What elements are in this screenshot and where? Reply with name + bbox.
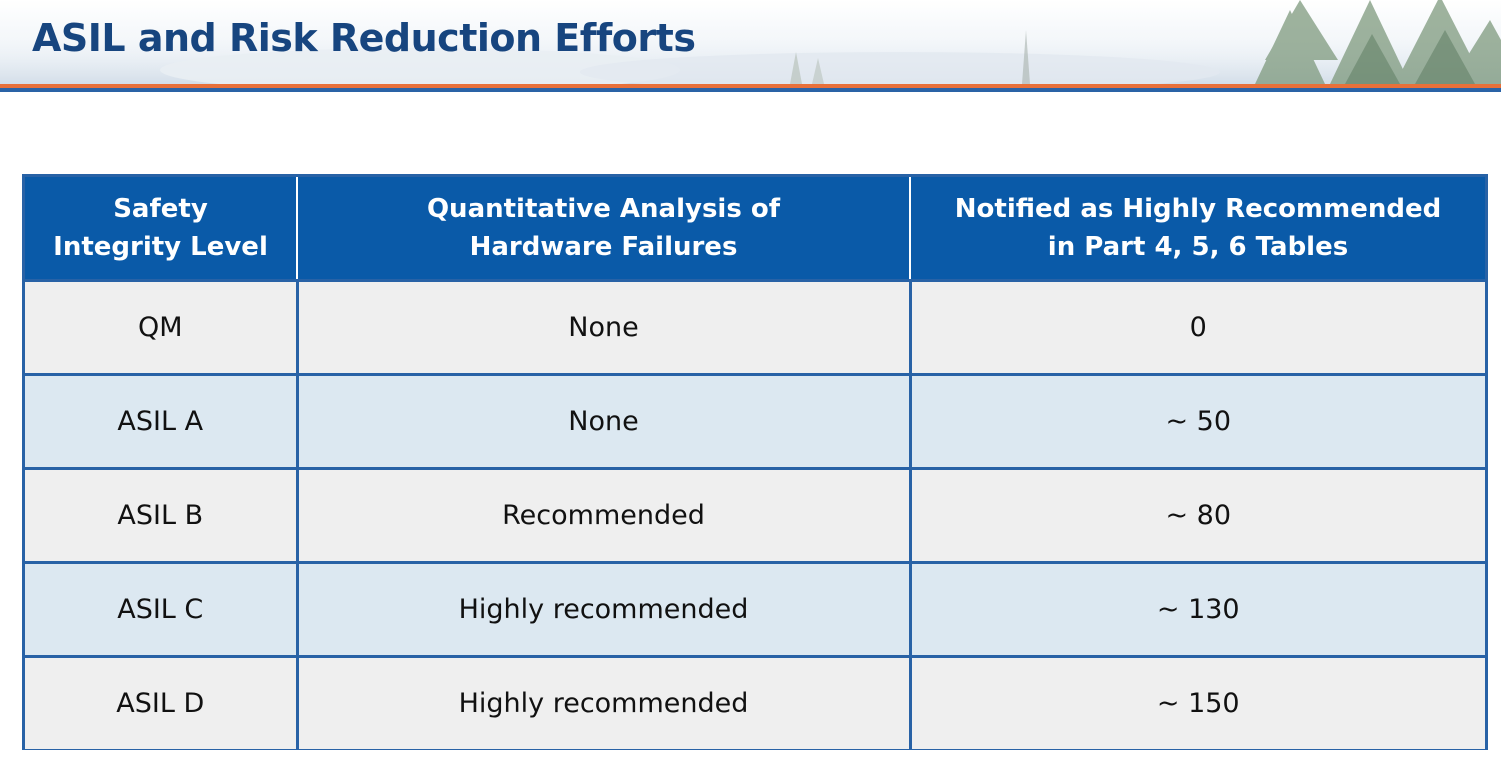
cell-highly-recommended-count: ~ 150 [908, 655, 1485, 749]
cell-quantitative-analysis: Highly recommended [295, 561, 910, 657]
cell-safety-level: QM [25, 279, 297, 375]
slide-title: ASIL and Risk Reduction Efforts [32, 16, 696, 60]
header-notified-highly-recommended: Notified as Highly Recommended in Part 4… [909, 177, 1485, 282]
cell-highly-recommended-count: 0 [908, 279, 1485, 375]
asil-table: Safety Integrity Level Quantitative Anal… [25, 177, 1485, 749]
header-banner: ASIL and Risk Reduction Efforts [0, 0, 1501, 84]
cell-safety-level: ASIL C [25, 561, 297, 657]
table-header-row: Safety Integrity Level Quantitative Anal… [25, 177, 1485, 282]
header-text-line: Safety [113, 194, 208, 224]
table-row: ASIL D Highly recommended ~ 150 [25, 655, 1485, 749]
cell-highly-recommended-count: ~ 130 [908, 561, 1485, 657]
header-text-line: Notified as Highly Recommended [954, 194, 1442, 224]
table-row: ASIL C Highly recommended ~ 130 [25, 561, 1485, 657]
forest-sky-background [0, 0, 1501, 84]
header-text-line: Hardware Failures [469, 232, 738, 262]
cell-quantitative-analysis: Highly recommended [295, 655, 910, 749]
cell-quantitative-analysis: Recommended [295, 467, 910, 563]
blue-divider [0, 88, 1501, 92]
orange-divider [0, 84, 1501, 88]
header-text-line: Integrity Level [53, 232, 268, 262]
cell-quantitative-analysis: None [295, 373, 910, 469]
header-text-line: in Part 4, 5, 6 Tables [1047, 232, 1349, 262]
cell-highly-recommended-count: ~ 50 [908, 373, 1485, 469]
cell-safety-level: ASIL D [25, 655, 297, 749]
header-text-line: Quantitative Analysis of [426, 194, 781, 224]
cell-quantitative-analysis: None [295, 279, 910, 375]
header-quantitative-analysis: Quantitative Analysis of Hardware Failur… [296, 177, 910, 282]
table-row: ASIL A None ~ 50 [25, 373, 1485, 469]
table-row: ASIL B Recommended ~ 80 [25, 467, 1485, 563]
cell-highly-recommended-count: ~ 80 [908, 467, 1485, 563]
cell-safety-level: ASIL B [25, 467, 297, 563]
cell-safety-level: ASIL A [25, 373, 297, 469]
header-safety-integrity-level: Safety Integrity Level [25, 177, 297, 282]
asil-table-frame: Safety Integrity Level Quantitative Anal… [22, 174, 1488, 750]
table-row: QM None 0 [25, 279, 1485, 375]
